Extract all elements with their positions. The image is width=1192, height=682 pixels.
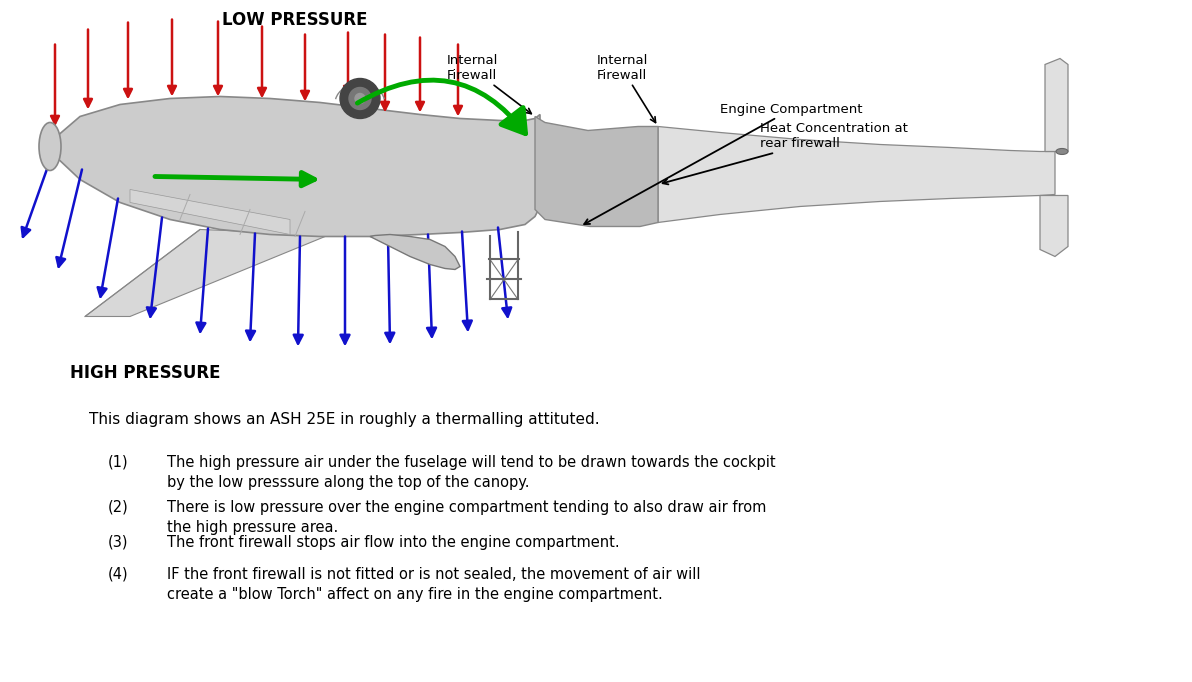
Text: Engine Compartment: Engine Compartment xyxy=(584,103,863,224)
Text: Heat Concentration at
rear firewall: Heat Concentration at rear firewall xyxy=(663,123,908,184)
Text: (3): (3) xyxy=(108,535,129,550)
Polygon shape xyxy=(130,190,290,235)
Text: Internal
Firewall: Internal Firewall xyxy=(596,55,656,123)
Text: The high pressure air under the fuselage will tend to be drawn towards the cockp: The high pressure air under the fuselage… xyxy=(167,454,776,490)
Text: Internal
Firewall: Internal Firewall xyxy=(446,55,532,114)
Polygon shape xyxy=(370,235,460,269)
Polygon shape xyxy=(1039,196,1068,256)
Circle shape xyxy=(340,78,380,119)
Text: The front firewall stops air flow into the engine compartment.: The front firewall stops air flow into t… xyxy=(167,535,620,550)
Text: (1): (1) xyxy=(108,454,129,469)
Polygon shape xyxy=(45,96,540,237)
Circle shape xyxy=(355,93,365,104)
FancyArrowPatch shape xyxy=(358,80,526,134)
Text: (2): (2) xyxy=(108,500,129,515)
Text: This diagram shows an ASH 25E in roughly a thermalling attituted.: This diagram shows an ASH 25E in roughly… xyxy=(89,413,600,428)
Text: IF the front firewall is not fitted or is not sealed, the movement of air will
c: IF the front firewall is not fitted or i… xyxy=(167,567,701,602)
Ellipse shape xyxy=(1056,149,1068,155)
Text: HIGH PRESSURE: HIGH PRESSURE xyxy=(70,364,221,383)
Polygon shape xyxy=(658,126,1055,222)
Polygon shape xyxy=(85,229,330,316)
Text: (4): (4) xyxy=(108,567,129,582)
Text: LOW PRESSURE: LOW PRESSURE xyxy=(222,12,368,29)
Circle shape xyxy=(349,87,371,110)
Polygon shape xyxy=(535,117,658,226)
Polygon shape xyxy=(1045,59,1068,151)
Text: There is low pressure over the engine compartment tending to also draw air from
: There is low pressure over the engine co… xyxy=(167,500,766,535)
Ellipse shape xyxy=(39,123,61,170)
